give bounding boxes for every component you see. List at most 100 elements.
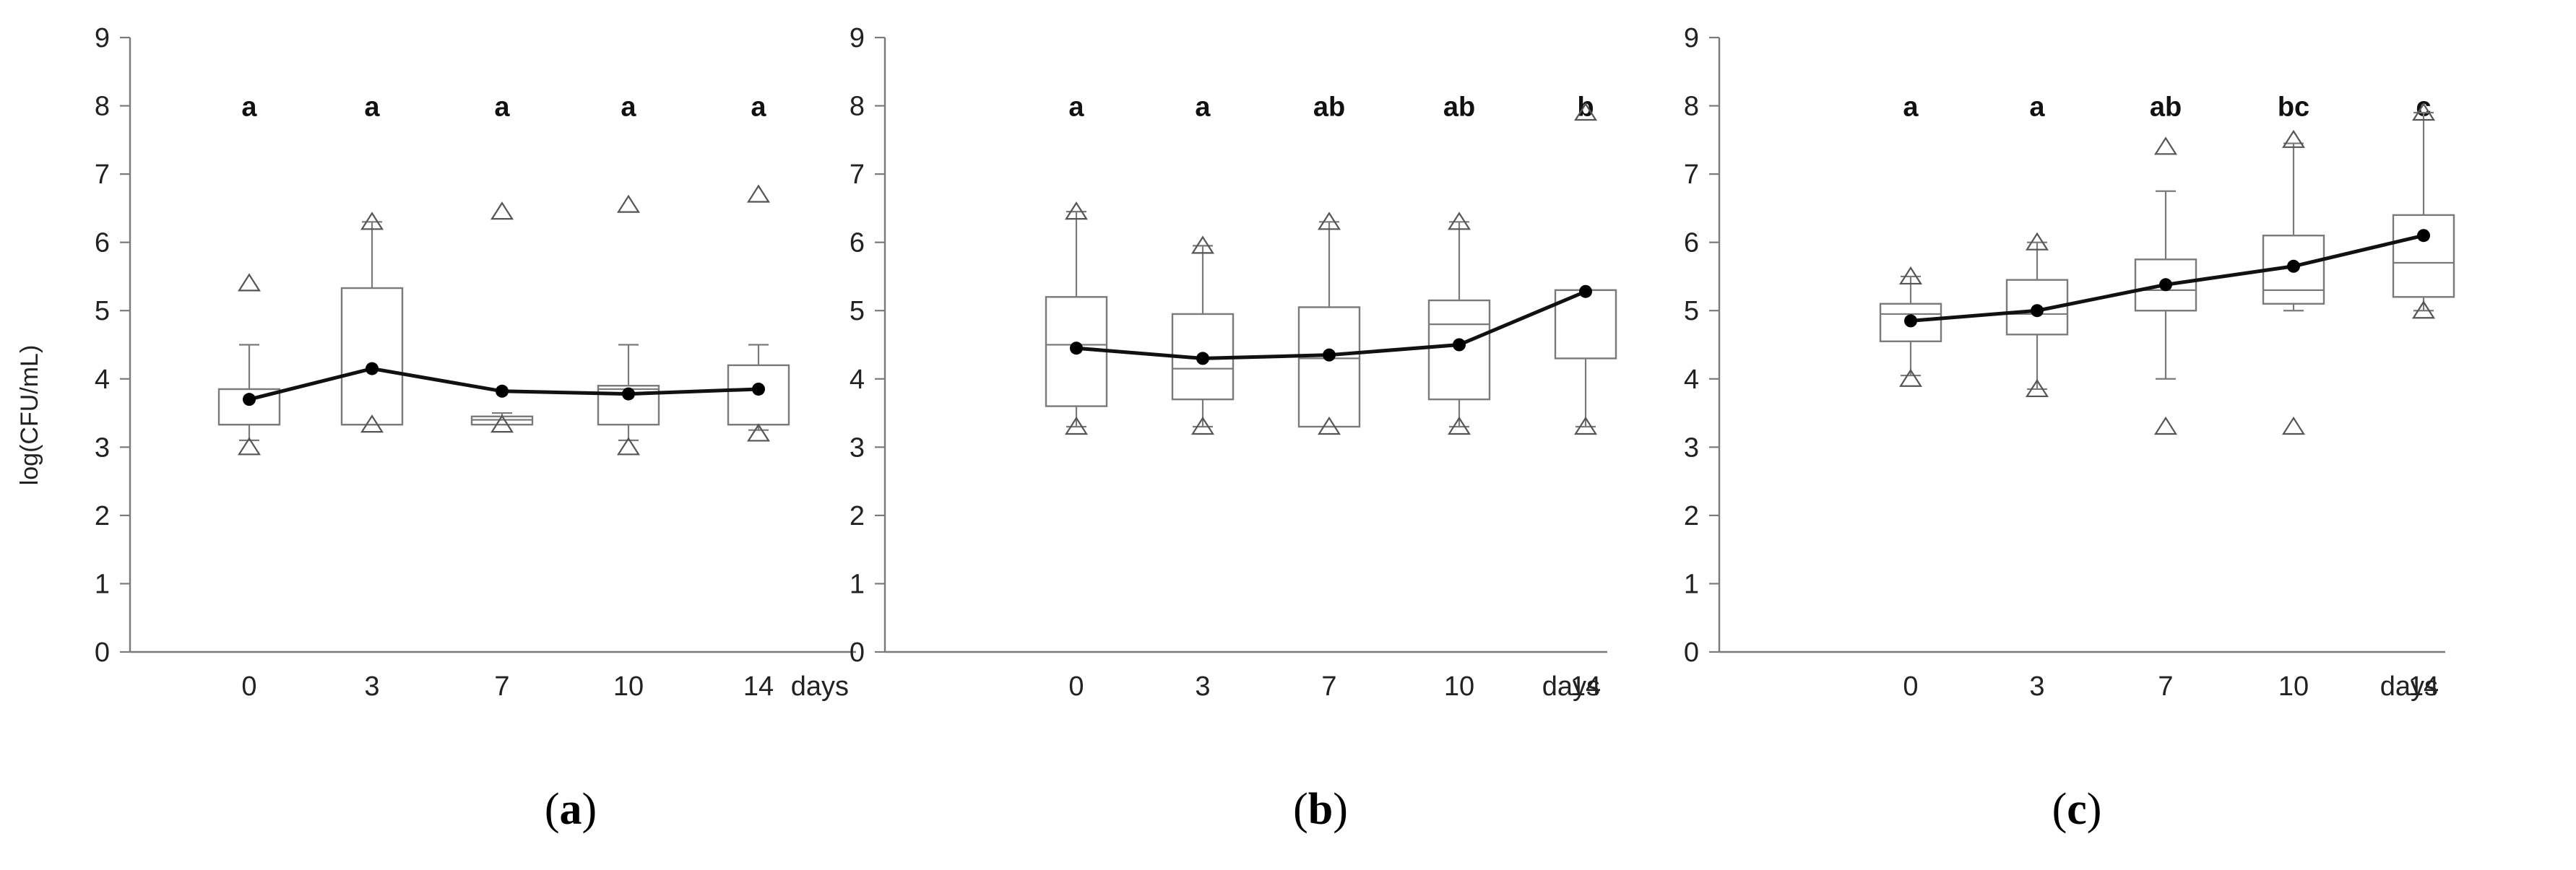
- mean-point: [366, 362, 379, 375]
- x-tick-label: 7: [2158, 671, 2173, 702]
- y-tick-label: 0: [1684, 638, 1699, 668]
- x-tick-label: 0: [241, 671, 256, 702]
- panel-label-b: (b): [1293, 785, 1348, 834]
- y-tick-label: 0: [95, 638, 110, 668]
- max-marker: [1447, 212, 1471, 230]
- mean-point: [1196, 352, 1209, 365]
- y-tick-label: 2: [1684, 501, 1699, 531]
- max-marker: [490, 201, 514, 220]
- group-letter: a: [241, 92, 257, 123]
- mean-point: [622, 387, 635, 401]
- box: [1879, 303, 1942, 342]
- max-marker: [2153, 136, 2178, 155]
- mean-line: [1910, 233, 2424, 323]
- x-tick-label: 3: [2029, 671, 2044, 702]
- min-marker: [746, 423, 771, 442]
- y-tick-label: 7: [1684, 160, 1699, 190]
- mean-point: [1904, 314, 1917, 328]
- max-marker: [1898, 266, 1923, 285]
- max-marker: [2281, 129, 2306, 148]
- x-tick-label: 0: [1068, 671, 1084, 702]
- box: [2005, 279, 2069, 336]
- y-tick-label: 4: [850, 365, 865, 395]
- min-marker: [490, 414, 514, 433]
- group-letter: a: [364, 92, 380, 123]
- y-tick-label: 2: [850, 501, 865, 531]
- x-unit-label: days: [791, 671, 849, 702]
- y-tick-label: 2: [95, 501, 110, 531]
- y-tick-label: 6: [1684, 228, 1699, 258]
- box: [1427, 299, 1491, 401]
- y-axis-label: log(CFU/mL): [16, 345, 43, 486]
- box: [340, 287, 404, 426]
- x-tick-label: 10: [2278, 671, 2309, 702]
- mean-point: [1323, 348, 1336, 362]
- group-letter: a: [751, 92, 766, 123]
- chart-panel-b: 0 1 2 3 4 5 6 7 8 9 0 a 3 a 7 ab 10 ab 14 b days: [850, 23, 1617, 702]
- min-marker: [2411, 300, 2436, 319]
- min-marker: [2153, 416, 2178, 435]
- y-tick-label: 7: [850, 160, 865, 190]
- group-letter: ab: [1313, 92, 1345, 123]
- chart-panel-a: 0 1 2 3 4 5 6 7 8 9 0 a 3 a 7 a 10 a 14 a days: [95, 23, 856, 702]
- min-marker: [1447, 416, 1471, 435]
- y-tick-label: 1: [850, 569, 865, 599]
- min-marker: [1190, 416, 1215, 435]
- y-tick-label: 5: [850, 296, 865, 326]
- group-letter: a: [1068, 92, 1084, 123]
- group-letter: a: [621, 92, 636, 123]
- x-tick-label: 10: [1444, 671, 1474, 702]
- group-letter: ab: [1443, 92, 1475, 123]
- mean-point: [1579, 284, 1592, 298]
- x-unit-label: days: [2380, 671, 2438, 702]
- max-marker: [616, 194, 641, 213]
- y-tick-label: 7: [95, 160, 110, 190]
- group-letter: b: [1577, 92, 1594, 123]
- max-marker: [1064, 201, 1089, 220]
- mean-point: [2159, 278, 2172, 292]
- x-tick-label: 7: [494, 671, 509, 702]
- min-marker: [1573, 416, 1598, 435]
- min-marker: [1898, 368, 1923, 387]
- y-tick-label: 5: [95, 296, 110, 326]
- x-tick-label: 14: [1570, 671, 1601, 702]
- mean-point: [2031, 304, 2044, 318]
- mean-point: [243, 393, 256, 406]
- min-marker: [1064, 416, 1089, 435]
- x-unit-label: days: [1542, 671, 1600, 702]
- group-letter: bc: [2278, 92, 2309, 123]
- panel-label-c: (c): [2052, 785, 2102, 834]
- y-tick-label: 1: [1684, 569, 1699, 599]
- min-marker: [237, 437, 262, 456]
- y-tick-label: 3: [1684, 432, 1699, 463]
- x-tick-label: 14: [2408, 671, 2439, 702]
- y-tick-label: 8: [850, 92, 865, 122]
- mean-point: [752, 382, 765, 396]
- max-marker: [1573, 102, 1598, 121]
- max-marker: [746, 184, 771, 203]
- y-tick-label: 1: [95, 569, 110, 599]
- mean-point: [2287, 259, 2300, 273]
- y-tick-label: 0: [850, 638, 865, 668]
- x-tick-label: 14: [743, 671, 774, 702]
- box: [1297, 306, 1361, 428]
- y-tick-label: 6: [850, 228, 865, 258]
- x-tick-label: 10: [613, 671, 644, 702]
- y-tick-label: 6: [95, 228, 110, 258]
- max-marker: [360, 212, 384, 230]
- box: [2134, 258, 2197, 312]
- box: [597, 385, 660, 426]
- max-marker: [2025, 232, 2049, 251]
- min-marker: [1317, 416, 1341, 435]
- group-letter: c: [2416, 92, 2431, 123]
- x-tick-label: 3: [1195, 671, 1210, 702]
- y-tick-label: 3: [95, 432, 110, 463]
- y-tick-label: 9: [850, 23, 865, 53]
- y-tick-label: 5: [1684, 296, 1699, 326]
- x-tick-label: 0: [1903, 671, 1918, 702]
- max-marker: [1317, 212, 1341, 230]
- mean-point: [1070, 342, 1083, 355]
- y-tick-label: 8: [95, 92, 110, 122]
- min-marker: [616, 437, 641, 456]
